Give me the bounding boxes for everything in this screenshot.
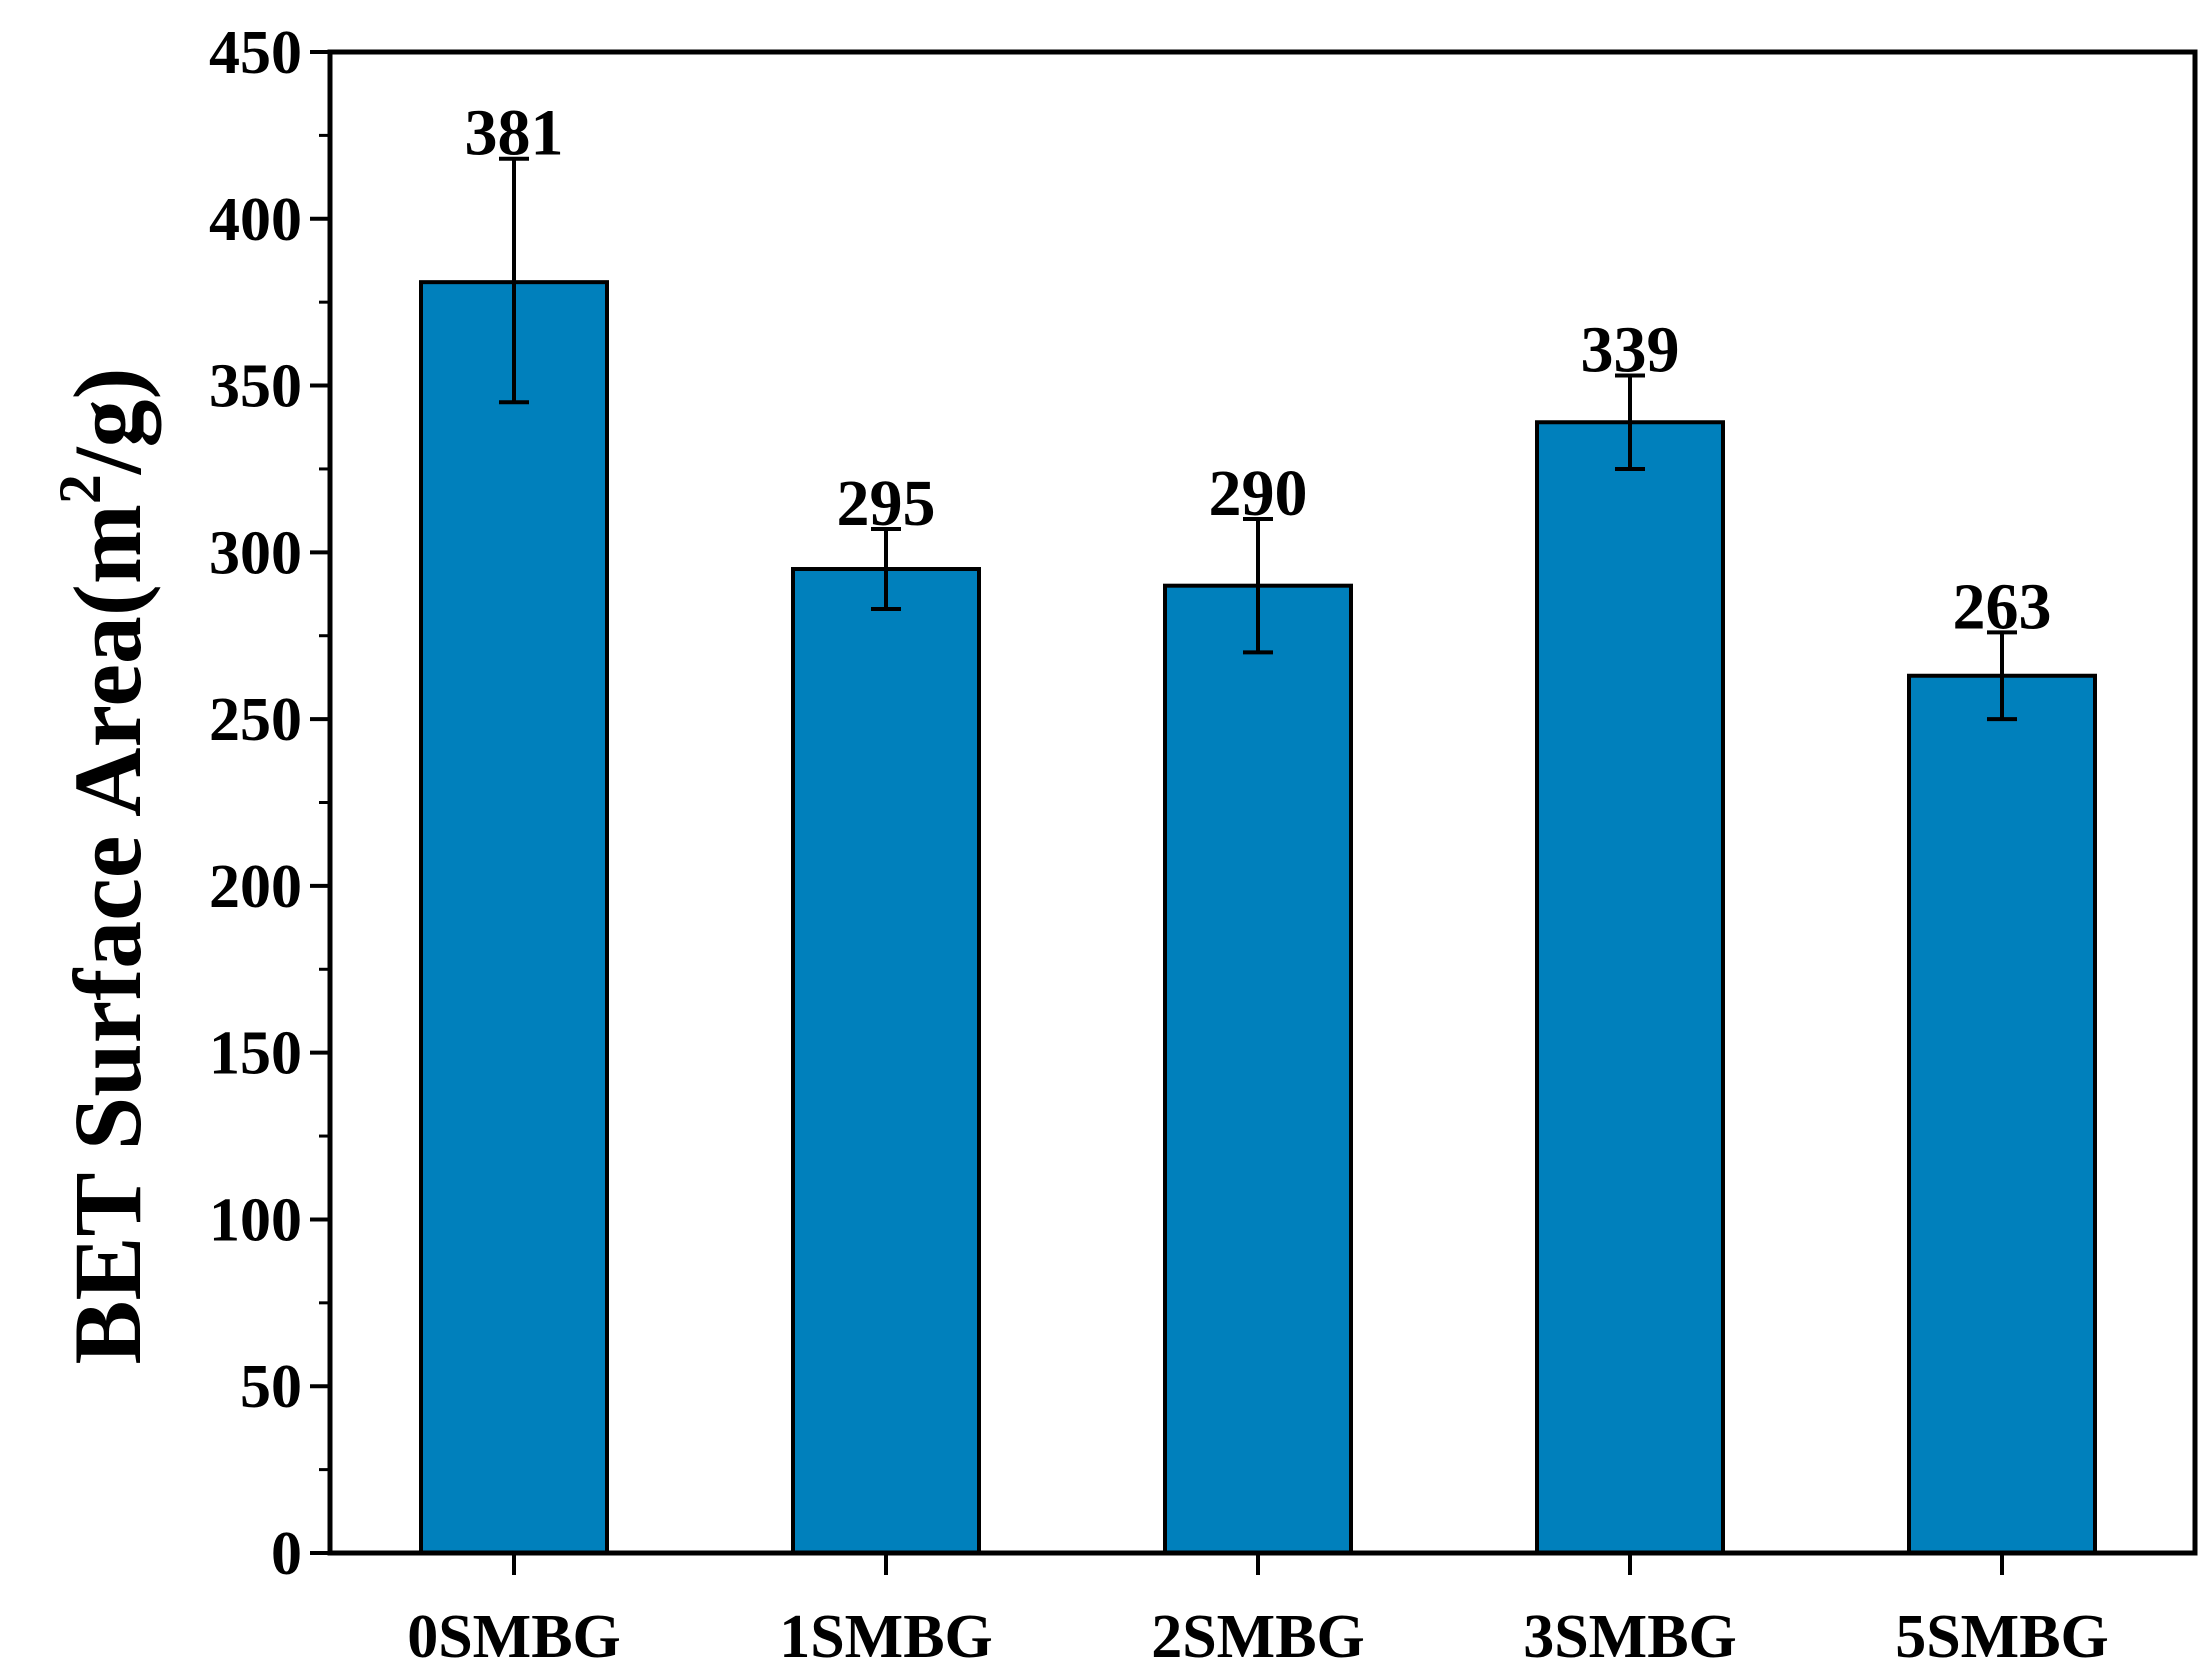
bar-1SMBG: [791, 567, 981, 1555]
y-tick-label-150: 150: [209, 1020, 302, 1088]
y-tick-label-300: 300: [209, 519, 302, 587]
error-bars-layer: [499, 156, 2017, 722]
x-tick-label-3SMBG: 3SMBG: [1523, 1603, 1737, 1671]
axis-title-layer: BET Surface Area(m2/g): [47, 367, 161, 1364]
x-tick-label-2SMBG: 2SMBG: [1151, 1603, 1365, 1671]
y-tick-label-350: 350: [209, 353, 302, 421]
bar-5SMBG: [1907, 673, 2097, 1555]
axes-layer: 0 50 100 150 200 250 300 350 400 450 0SMBG 1SMBG 2SM…: [209, 19, 2198, 1671]
bar-0SMBG: [419, 280, 609, 1555]
y-tick-label-250: 250: [209, 686, 302, 754]
y-tick-label-50: 50: [240, 1353, 302, 1421]
x-tick-label-0SMBG: 0SMBG: [407, 1603, 621, 1671]
y-axis-title-main: BET Surface Area(m: [54, 504, 161, 1364]
data-label-3SMBG: 339: [1581, 314, 1680, 387]
x-tick-label-5SMBG: 5SMBG: [1895, 1603, 2109, 1671]
y-tick-label-100: 100: [209, 1186, 302, 1254]
y-axis-title-sup: 2: [47, 474, 113, 504]
y-tick-label-200: 200: [209, 853, 302, 921]
data-label-1SMBG: 295: [837, 467, 936, 540]
y-tick-label-450: 450: [209, 19, 302, 87]
y-axis-title-tail: /g): [54, 367, 161, 475]
data-label-2SMBG: 290: [1209, 457, 1308, 530]
data-label-5SMBG: 263: [1953, 570, 2052, 643]
bar-2SMBG: [1163, 583, 1353, 1555]
y-tick-label-0: 0: [271, 1520, 302, 1588]
x-tick-label-1SMBG: 1SMBG: [779, 1603, 993, 1671]
data-label-0SMBG: 381: [465, 97, 564, 170]
data-labels-layer: 381 295 290 339 263: [465, 97, 2052, 644]
y-axis-title: BET Surface Area(m2/g): [47, 367, 161, 1364]
y-tick-label-400: 400: [209, 186, 302, 254]
bar-3SMBG: [1535, 420, 1725, 1555]
